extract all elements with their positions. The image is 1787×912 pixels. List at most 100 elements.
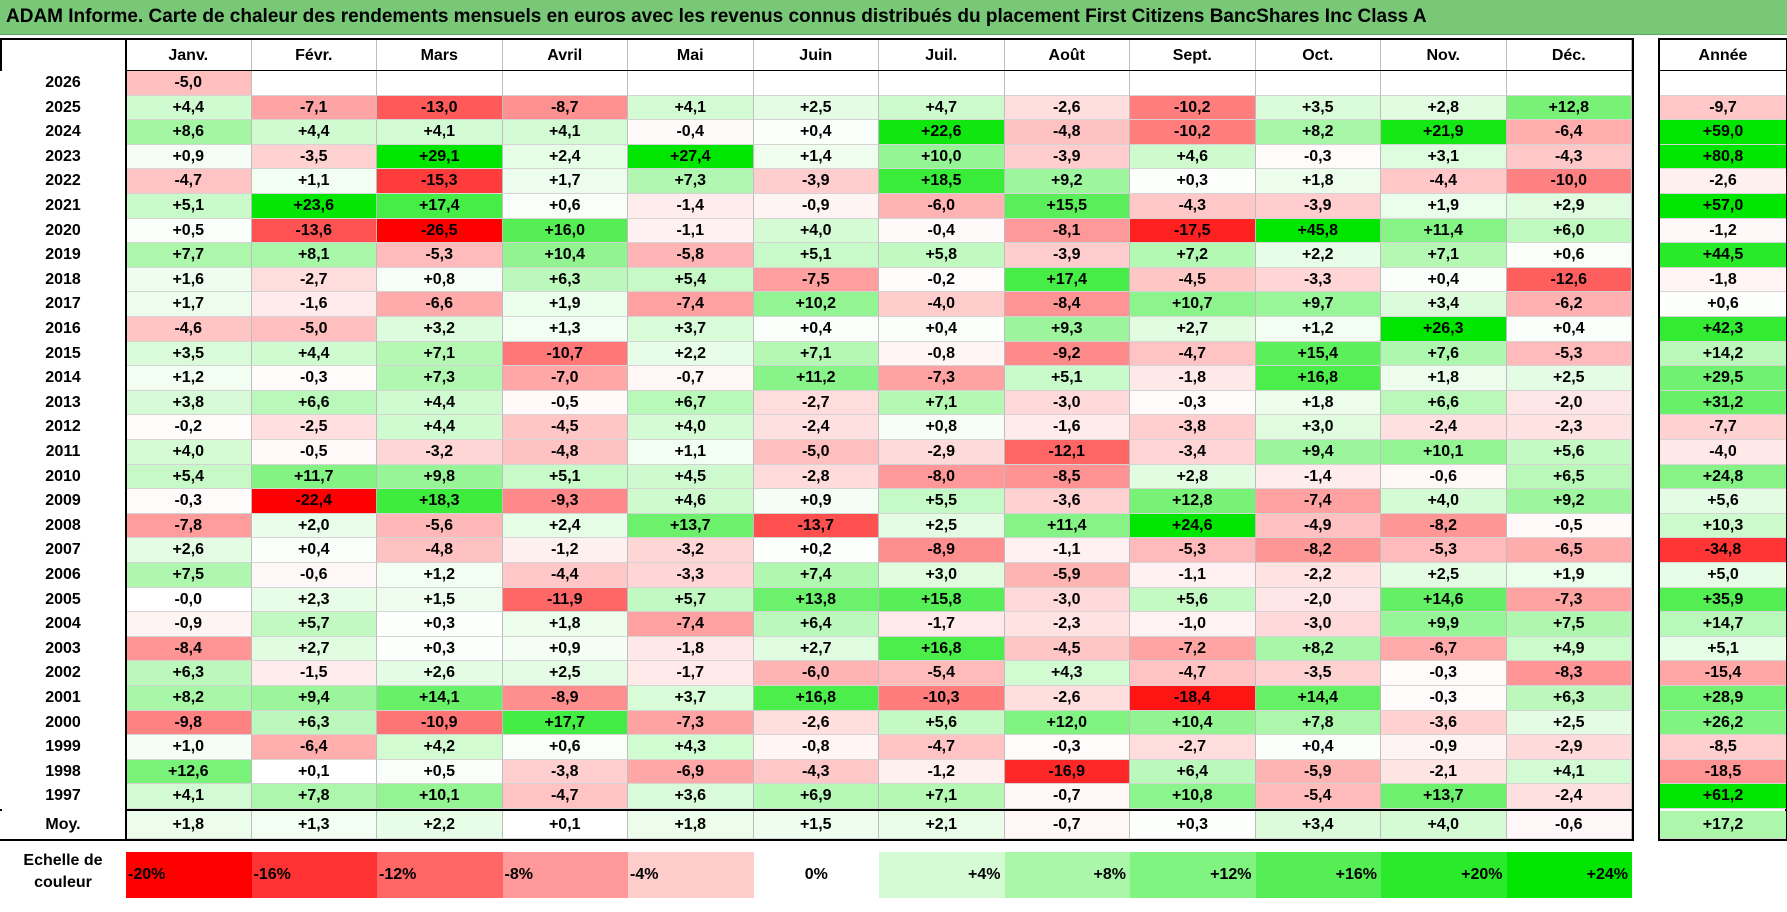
heatmap-cell: [1381, 71, 1507, 96]
heatmap-cell: +7,5: [1506, 612, 1632, 637]
heatmap-cell: +2,8: [1381, 95, 1507, 121]
annual-cell: +14,2: [1660, 341, 1786, 367]
heatmap-cell: -3,9: [753, 169, 879, 194]
scale-swatch: -12%: [377, 852, 503, 898]
heatmap-cell: +22,6: [879, 120, 1005, 145]
heatmap-cell: +1,5: [377, 587, 503, 613]
annual-cell: +14,7: [1660, 612, 1786, 637]
annual-cell: +42,3: [1660, 317, 1786, 342]
month-header: Mai: [628, 40, 754, 71]
heatmap-cell: -7,8: [126, 513, 252, 539]
annual-cell: +26,2: [1660, 710, 1786, 736]
heatmap-cell: -0,3: [1381, 686, 1507, 711]
heatmap-cell: -0,3: [1004, 735, 1130, 760]
heatmap-cell: -5,4: [1255, 784, 1381, 809]
heatmap-cell: -2,4: [1506, 784, 1632, 809]
heatmap-cell: -16,9: [1004, 759, 1130, 785]
scale-swatch: -20%: [126, 852, 252, 898]
heatmap-cell: +4,3: [1004, 661, 1130, 686]
year-label: 1997: [0, 784, 126, 809]
heatmap-cell: +1,2: [377, 563, 503, 588]
heatmap-cell: -0,5: [502, 390, 628, 416]
heatmap-cell: -2,7: [251, 267, 377, 293]
annual-cell: -1,2: [1660, 218, 1786, 244]
annual-cell: -8,5: [1660, 735, 1786, 760]
heatmap-cell: -8,9: [502, 686, 628, 711]
annual-cell: +0,6: [1660, 292, 1786, 317]
heatmap-cell: -15,3: [377, 169, 503, 194]
month-header: Sept.: [1130, 40, 1256, 71]
average-cell: +1,8: [628, 811, 754, 839]
heatmap-cell: +1,8: [502, 612, 628, 637]
heatmap-cell: -3,5: [1255, 661, 1381, 686]
heatmap-cell: -7,0: [502, 366, 628, 391]
heatmap-cell: +2,5: [1506, 710, 1632, 736]
year-label: 2012: [0, 415, 126, 440]
heatmap-cell: +4,6: [628, 489, 754, 514]
heatmap-cell: +4,1: [628, 95, 754, 121]
heatmap-cell: -2,6: [753, 710, 879, 736]
heatmap-cell: +1,7: [126, 292, 252, 317]
heatmap-cell: -2,5: [251, 415, 377, 440]
heatmap-cell: -2,0: [1255, 587, 1381, 613]
year-label: 2009: [0, 489, 126, 514]
heatmap-cell: -6,0: [879, 194, 1005, 219]
heatmap-cell: -0,6: [1381, 464, 1507, 490]
average-cell: +0,3: [1130, 811, 1256, 839]
heatmap-cell: [377, 71, 503, 96]
heatmap-cell: [628, 71, 754, 96]
annual-cell: -4,0: [1660, 440, 1786, 465]
heatmap-cell: -0,2: [126, 415, 252, 440]
heatmap-cell: +0,8: [377, 267, 503, 293]
scale-swatch: +4%: [879, 852, 1005, 898]
heatmap-cell: +7,1: [879, 390, 1005, 416]
heatmap-cell: +7,1: [879, 784, 1005, 809]
annual-cell: +28,9: [1660, 686, 1786, 711]
heatmap-cell: -3,8: [1130, 415, 1256, 440]
heatmap-cell: +17,4: [1004, 267, 1130, 293]
heatmap-cell: -7,5: [753, 267, 879, 293]
heatmap-cell: -4,5: [502, 415, 628, 440]
heatmap-cell: +5,5: [879, 489, 1005, 514]
heatmap-cell: +0,4: [1506, 317, 1632, 342]
month-header: Août: [1004, 40, 1130, 71]
heatmap-cell: -9,8: [126, 710, 252, 736]
heatmap-cell: +0,3: [377, 612, 503, 637]
heatmap-cell: +1,7: [502, 169, 628, 194]
heatmap-cell: +8,2: [1255, 636, 1381, 662]
heatmap-cell: -12,6: [1506, 267, 1632, 293]
heatmap-cell: -9,2: [1004, 341, 1130, 367]
year-label: 2021: [0, 194, 126, 219]
average-cell: +4,0: [1381, 811, 1507, 839]
annual-cell: -34,8: [1660, 538, 1786, 563]
heatmap-cell: +0,4: [879, 317, 1005, 342]
heatmap-cell: +10,0: [879, 144, 1005, 170]
heatmap-cell: +3,6: [628, 784, 754, 809]
heatmap-cell: +7,4: [753, 563, 879, 588]
heatmap-cell: +2,5: [879, 513, 1005, 539]
heatmap-cell: -1,6: [251, 292, 377, 317]
heatmap-cell: +9,7: [1255, 292, 1381, 317]
heatmap-cell: -3,3: [628, 563, 754, 588]
heatmap-cell: +13,7: [628, 513, 754, 539]
heatmap-cell: -4,5: [1130, 267, 1256, 293]
annual-table-border: [1658, 38, 1787, 841]
heatmap-cell: +5,6: [1506, 440, 1632, 465]
heatmap-cell: -3,6: [1381, 710, 1507, 736]
heatmap-cell: +4,4: [251, 341, 377, 367]
heatmap-cell: -1,4: [1255, 464, 1381, 490]
annual-header: Année: [1660, 40, 1786, 71]
month-header: Oct.: [1255, 40, 1381, 71]
heatmap-cell: -5,3: [1381, 538, 1507, 563]
heatmap-cell: +9,3: [1004, 317, 1130, 342]
heatmap-cell: +0,4: [753, 317, 879, 342]
heatmap-cell: +3,7: [628, 686, 754, 711]
heatmap-cell: -8,9: [879, 538, 1005, 563]
year-label: 2008: [0, 513, 126, 539]
heatmap-cell: -3,6: [1004, 489, 1130, 514]
heatmap-cell: -12,1: [1004, 440, 1130, 465]
heatmap-cell: +4,1: [377, 120, 503, 145]
heatmap-cell: +1,3: [502, 317, 628, 342]
heatmap-cell: +6,4: [1130, 759, 1256, 785]
heatmap-cell: -4,8: [377, 538, 503, 563]
